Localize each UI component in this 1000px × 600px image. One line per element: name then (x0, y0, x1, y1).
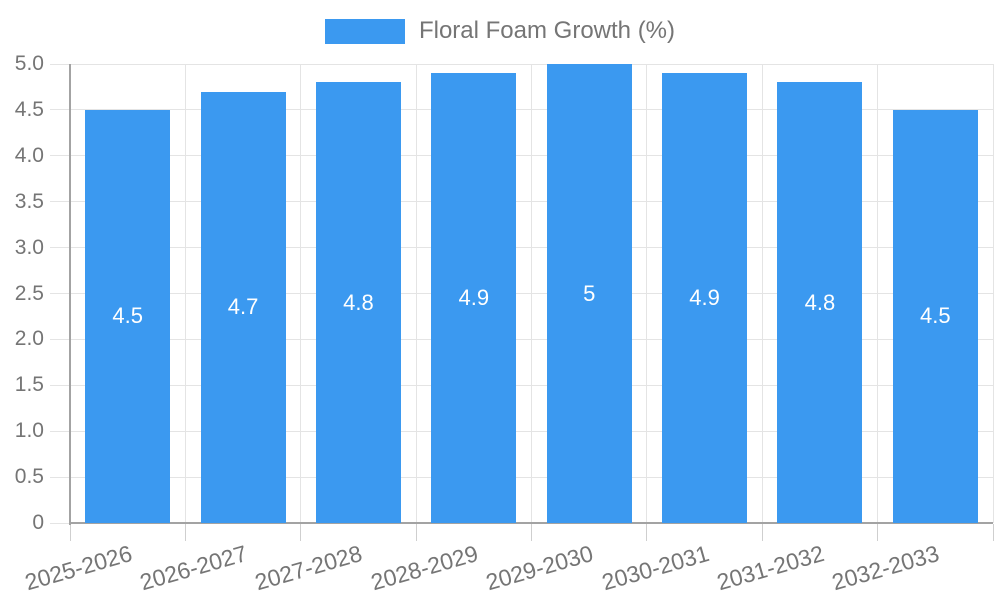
y-axis-tick-label: 2.0 (14, 327, 44, 351)
y-gridline (50, 155, 993, 157)
x-axis-tick (300, 524, 302, 541)
x-gridline (761, 64, 763, 523)
y-axis-tick-label: 1.5 (14, 373, 44, 397)
legend-item[interactable]: Floral Foam Growth (%) (0, 17, 1000, 45)
bar[interactable] (777, 82, 863, 523)
x-gridline (415, 64, 417, 523)
x-axis-tick (992, 524, 994, 541)
x-axis-tick (646, 524, 648, 541)
y-gridline (50, 201, 993, 203)
x-gridline (646, 64, 648, 523)
y-gridline (50, 63, 993, 65)
y-axis-tick-label: 4.5 (14, 97, 44, 121)
bar[interactable] (315, 82, 401, 523)
y-gridline (50, 338, 993, 340)
y-axis-tick-label: 3.0 (14, 235, 44, 259)
y-axis-tick-label: 0.5 (14, 465, 44, 489)
legend-label: Floral Foam Growth (%) (418, 17, 676, 44)
bar[interactable] (200, 91, 286, 523)
y-axis-tick-label: 3.5 (14, 189, 44, 213)
bar[interactable] (892, 109, 978, 523)
y-gridline (50, 430, 993, 432)
x-axis-tick (184, 524, 186, 541)
y-gridline (50, 384, 993, 386)
x-gridline (531, 64, 532, 523)
bar[interactable] (662, 73, 748, 523)
x-gridline (300, 64, 302, 523)
x-gridline (877, 64, 879, 523)
bar[interactable] (85, 109, 171, 523)
y-axis-tick-label: 5.0 (14, 52, 44, 75)
y-axis-tick-label: 1.0 (14, 419, 44, 443)
x-axis-tick (415, 524, 417, 541)
x-axis-tick (69, 524, 71, 541)
bar[interactable] (431, 73, 517, 523)
y-gridline (50, 476, 993, 478)
y-gridline (50, 293, 993, 294)
y-gridline (50, 247, 993, 249)
y-axis-tick-label: 4.0 (14, 143, 44, 167)
y-gridline (50, 109, 993, 111)
x-gridline (992, 64, 994, 523)
y-axis-tick-label: 0 (32, 511, 44, 534)
y-axis-tick-label: 2.5 (14, 281, 44, 305)
x-gridline (184, 64, 186, 523)
y-axis-line (69, 64, 71, 525)
x-axis-line (70, 522, 993, 524)
x-axis-tick (531, 524, 532, 541)
x-axis-tick (877, 524, 879, 541)
legend-swatch-icon (324, 18, 405, 44)
x-axis-tick (761, 524, 763, 541)
bar[interactable] (546, 64, 632, 523)
